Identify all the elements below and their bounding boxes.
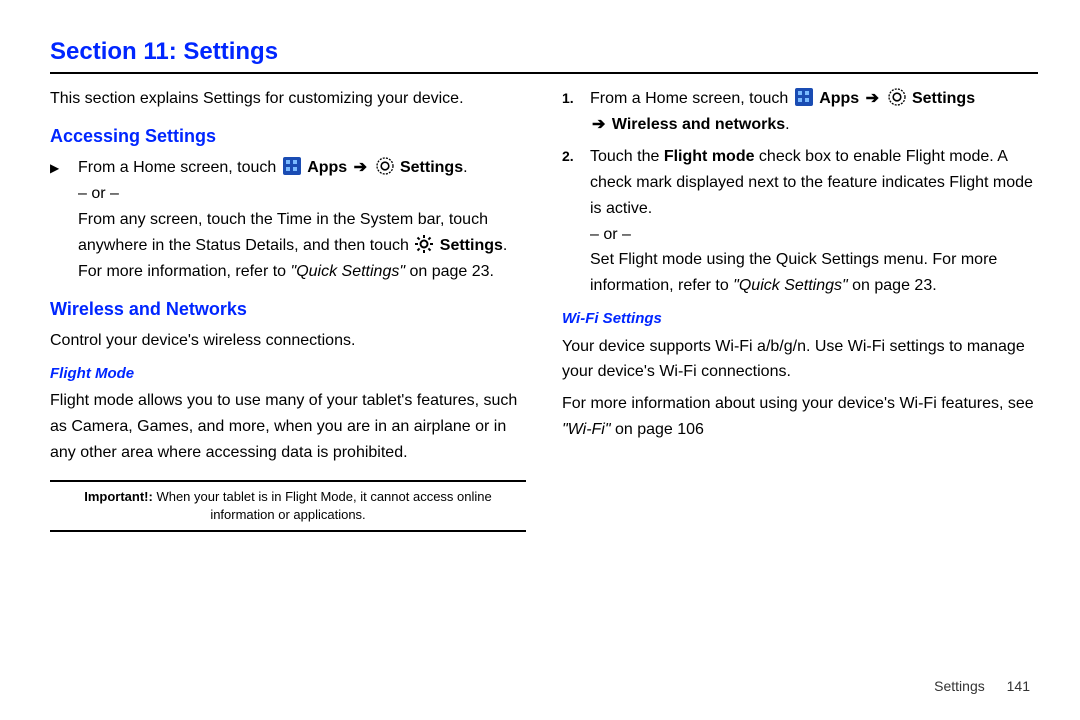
ref-quick-settings: "Quick Settings" xyxy=(733,277,848,294)
page-number: 141 xyxy=(1007,678,1030,694)
right-column: 1. From a Home screen, touch Apps ➔ Sett… xyxy=(562,86,1038,532)
important-note: Important!: When your tablet is in Fligh… xyxy=(50,480,526,532)
dot: . xyxy=(463,159,467,176)
marker-2: 2. xyxy=(562,144,580,299)
settings-icon xyxy=(888,88,906,106)
txt: on page 23. xyxy=(848,277,937,294)
heading-wifi-settings: Wi-Fi Settings xyxy=(562,307,1038,331)
apps-icon xyxy=(795,88,813,106)
settings-label-2: Settings xyxy=(440,237,503,254)
intro-text: This section explains Settings for custo… xyxy=(50,86,526,112)
heading-accessing: Accessing Settings xyxy=(50,122,526,151)
arrow-icon: ➔ xyxy=(354,159,367,176)
ref-quick-settings: "Quick Settings" xyxy=(291,263,406,280)
step-2-body: Touch the Flight mode check box to enabl… xyxy=(590,144,1038,299)
flight-mode-bold: Flight mode xyxy=(664,148,755,165)
dot: . xyxy=(785,116,789,133)
step-access: ▶ From a Home screen, touch Apps ➔ Setti… xyxy=(50,155,526,285)
page: Section 11: Settings This section explai… xyxy=(0,0,1080,720)
txt: From a Home screen, touch xyxy=(590,90,793,107)
section-title: Section 11: Settings xyxy=(50,38,1038,66)
page-footer: Settings 141 xyxy=(934,678,1030,694)
settings-icon xyxy=(415,235,433,253)
txt: From a Home screen, touch xyxy=(78,159,281,176)
step-1: 1. From a Home screen, touch Apps ➔ Sett… xyxy=(562,86,1038,138)
step-2: 2. Touch the Flight mode check box to en… xyxy=(562,144,1038,299)
txt: on page 106 xyxy=(611,421,704,438)
settings-label: Settings xyxy=(912,90,975,107)
wifi-paragraph-1: Your device supports Wi-Fi a/b/g/n. Use … xyxy=(562,334,1038,386)
or-text: – or – xyxy=(590,226,631,243)
title-rule xyxy=(50,72,1038,74)
footer-label: Settings xyxy=(934,678,985,694)
settings-icon xyxy=(376,157,394,175)
txt: Touch the xyxy=(590,148,664,165)
note-text: When your tablet is in Flight Mode, it c… xyxy=(153,489,492,522)
wireless-networks-label: Wireless and networks xyxy=(612,116,785,133)
settings-label: Settings xyxy=(400,159,463,176)
apps-icon xyxy=(283,157,301,175)
or-text: – or – xyxy=(78,185,119,202)
txt: For more information about using your de… xyxy=(562,395,1034,412)
wifi-paragraph-2: For more information about using your de… xyxy=(562,391,1038,443)
flight-mode-paragraph: Flight mode allows you to use many of yo… xyxy=(50,388,526,466)
heading-wireless: Wireless and Networks xyxy=(50,295,526,324)
heading-flight-mode: Flight Mode xyxy=(50,362,526,386)
txt: on page 23. xyxy=(405,263,494,280)
marker-1: 1. xyxy=(562,86,580,138)
apps-label: Apps xyxy=(819,90,863,107)
arrow-icon: ➔ xyxy=(866,90,879,107)
triangle-marker: ▶ xyxy=(50,155,68,285)
left-column: This section explains Settings for custo… xyxy=(50,86,526,532)
columns: This section explains Settings for custo… xyxy=(50,86,1038,532)
wireless-intro: Control your device's wireless connectio… xyxy=(50,328,526,354)
note-label: Important!: xyxy=(84,489,153,504)
arrow-icon: ➔ xyxy=(592,116,605,133)
step-1-body: From a Home screen, touch Apps ➔ Setting… xyxy=(590,86,1038,138)
apps-label: Apps xyxy=(307,159,351,176)
step-access-body: From a Home screen, touch Apps ➔ Setting… xyxy=(78,155,526,285)
ref-wifi: "Wi-Fi" xyxy=(562,421,611,438)
